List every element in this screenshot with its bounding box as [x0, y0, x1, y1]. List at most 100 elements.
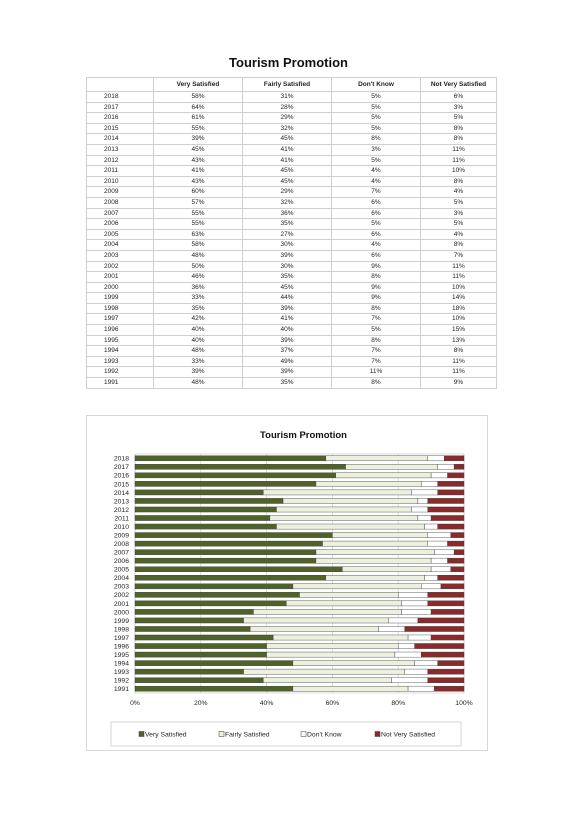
table-cell: 7%	[331, 345, 421, 357]
table-cell: 7%	[331, 313, 421, 326]
table-body: 2018 58% 31% 5% 6% 2017 64% 28% 5% 3% 2016 61% 29% 5%…	[86, 91, 497, 389]
table-cell: 41%	[242, 313, 332, 326]
table-cell: 9%	[420, 377, 497, 389]
y-tick-label: 2017	[114, 464, 129, 471]
bar-segment	[411, 489, 438, 496]
bar-segment	[134, 557, 317, 564]
table-cell-year: 2017	[86, 101, 154, 114]
table-cell: 45%	[242, 133, 332, 145]
table-cell: 8%	[420, 345, 497, 357]
bar-segment	[134, 677, 264, 683]
table-cell: 9%	[331, 260, 421, 273]
table-cell: 45%	[242, 175, 332, 188]
legend-label: Don't Know	[307, 732, 342, 739]
x-tick-label: 80%	[391, 700, 405, 707]
table-cell: 5%	[420, 196, 497, 209]
table-cell-year: 1998	[86, 302, 154, 315]
bar-segment	[401, 609, 432, 615]
table-cell: 31%	[242, 91, 332, 103]
table-cell-year: 2008	[86, 196, 154, 209]
table-cell: 39%	[153, 366, 243, 379]
table-row: 2016 61% 29% 5% 5%	[86, 112, 497, 124]
bar-segment	[417, 617, 465, 624]
table-cell: 30%	[242, 239, 332, 251]
table-cell-year: 2009	[86, 186, 154, 198]
table-cell-year: 1994	[86, 345, 154, 357]
table-cell: 29%	[242, 112, 332, 124]
bar-segment	[417, 515, 432, 521]
page-title: Tourism Promotion	[229, 55, 348, 70]
table-cell-year: 1999	[86, 292, 154, 304]
table-cell: 5%	[331, 112, 421, 124]
table-cell: 5%	[420, 112, 497, 124]
bar-segment	[292, 583, 422, 590]
bar-segment	[447, 540, 465, 547]
bar-segment	[430, 515, 465, 521]
bar-segment	[286, 600, 402, 607]
table-cell: 4%	[331, 165, 421, 177]
table-cell: 29%	[242, 186, 332, 198]
table-header-cell: Don't Know	[331, 77, 421, 92]
table-cell: 60%	[153, 186, 243, 198]
table-cell: 41%	[242, 143, 332, 156]
bar-segment	[427, 532, 452, 538]
table-cell-year: 1995	[86, 334, 154, 347]
bar-segment	[434, 685, 465, 692]
table-cell: 27%	[242, 228, 332, 241]
table-cell: 8%	[420, 175, 497, 188]
table-cell: 6%	[331, 249, 421, 262]
table-cell: 11%	[420, 154, 497, 167]
bar-segment	[134, 600, 287, 607]
table-cell: 30%	[242, 260, 332, 273]
table-cell-year: 1997	[86, 313, 154, 326]
bar-segment	[404, 626, 465, 632]
bar-segment	[299, 592, 399, 598]
bar-segment	[437, 523, 465, 530]
table-row: 1993 33% 49% 7% 11%	[86, 355, 497, 368]
bar-segment	[437, 660, 465, 666]
table-row: 2018 58% 31% 5% 6%	[86, 91, 497, 103]
table-cell: 46%	[153, 271, 243, 283]
table-cell: 55%	[153, 218, 243, 230]
bar-segment	[427, 506, 465, 513]
y-tick-label: 2016	[114, 473, 129, 480]
table-cell: 8%	[420, 122, 497, 135]
bar-segment	[325, 455, 429, 462]
bar-segment	[134, 498, 284, 504]
table-cell: 4%	[420, 228, 497, 241]
bar-segment	[134, 455, 327, 462]
table-cell: 45%	[153, 143, 243, 156]
bar-segment	[444, 455, 465, 462]
table-cell: 8%	[331, 133, 421, 145]
table-cell: 28%	[242, 101, 332, 114]
bar-segment	[437, 481, 465, 487]
table-row: 2013 45% 41% 3% 11%	[86, 143, 497, 156]
bar-segment	[447, 557, 465, 564]
y-tick-label: 1993	[114, 669, 129, 676]
bar-segment	[134, 583, 294, 590]
table-cell: 40%	[153, 324, 243, 336]
table-cell-year: 2001	[86, 271, 154, 283]
bar-segment	[253, 609, 402, 615]
y-tick-label: 1998	[114, 626, 129, 633]
legend-swatch	[374, 731, 381, 737]
y-tick-label: 1997	[114, 635, 129, 642]
bar-segment	[414, 643, 465, 649]
chart-title: Tourism Promotion	[260, 430, 347, 441]
bar-segment	[430, 557, 448, 564]
table-cell: 41%	[242, 154, 332, 167]
table-row: 2007 55% 36% 6% 3%	[86, 207, 497, 220]
table-cell: 5%	[420, 218, 497, 230]
bar-segment	[134, 660, 294, 666]
y-tick-label: 2013	[114, 498, 129, 505]
table-row: 2003 48% 39% 6% 7%	[86, 249, 497, 262]
table-cell: 3%	[420, 207, 497, 220]
table-row: 1997 42% 41% 7% 10%	[86, 313, 497, 326]
table-cell: 5%	[331, 324, 421, 336]
bar-segment	[398, 592, 429, 598]
legend-swatch	[300, 731, 307, 737]
table-row: 1991 48% 35% 8% 9%	[86, 377, 497, 389]
y-tick-label: 2008	[114, 541, 129, 548]
y-tick-label: 2009	[114, 532, 129, 539]
bar-segment	[134, 609, 254, 615]
